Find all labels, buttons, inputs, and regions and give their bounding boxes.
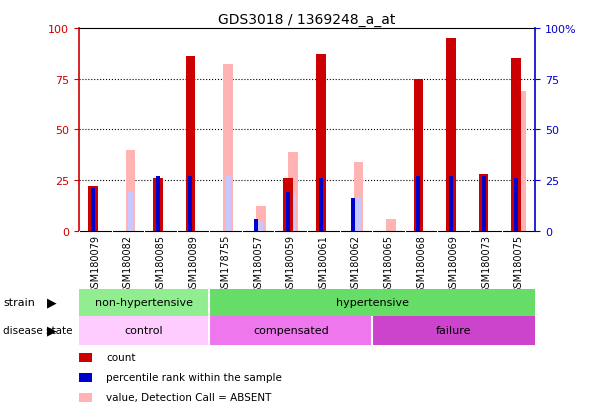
- Bar: [156, 177, 160, 231]
- Bar: [478, 175, 488, 231]
- Bar: [88, 187, 98, 231]
- Bar: [446, 39, 456, 231]
- Text: GSM180061: GSM180061: [319, 234, 328, 293]
- Text: rank, Detection Call = ABSENT: rank, Detection Call = ABSENT: [106, 412, 267, 413]
- Bar: [223, 65, 233, 231]
- Bar: [416, 177, 420, 231]
- Text: GSM178755: GSM178755: [221, 234, 230, 293]
- Bar: [316, 55, 326, 231]
- Bar: [291, 195, 296, 231]
- Bar: [153, 179, 163, 231]
- Bar: [256, 207, 266, 231]
- Text: GSM180062: GSM180062: [351, 234, 361, 293]
- Bar: [288, 152, 299, 231]
- Bar: [126, 150, 136, 231]
- Bar: [482, 177, 486, 231]
- Text: ▶: ▶: [47, 296, 57, 309]
- Text: percentile rank within the sample: percentile rank within the sample: [106, 372, 282, 382]
- Bar: [516, 92, 527, 231]
- Bar: [449, 177, 453, 231]
- Text: GSM180057: GSM180057: [253, 234, 263, 293]
- Bar: [128, 193, 133, 231]
- Text: ▶: ▶: [47, 324, 57, 337]
- Bar: [319, 179, 323, 231]
- Bar: [258, 221, 263, 231]
- Bar: [185, 57, 195, 231]
- Bar: [286, 193, 290, 231]
- Bar: [226, 177, 230, 231]
- Text: GSM180079: GSM180079: [91, 234, 100, 293]
- Bar: [372, 316, 535, 345]
- Text: disease state: disease state: [3, 325, 72, 335]
- Text: GSM180059: GSM180059: [286, 234, 295, 293]
- Bar: [283, 179, 293, 231]
- Bar: [514, 179, 518, 231]
- Text: GSM180073: GSM180073: [481, 234, 491, 293]
- Text: strain: strain: [3, 297, 35, 308]
- Text: GSM180085: GSM180085: [156, 234, 165, 293]
- Bar: [413, 79, 423, 231]
- Text: GSM180068: GSM180068: [416, 234, 426, 293]
- Bar: [511, 59, 521, 231]
- Bar: [254, 219, 258, 231]
- Bar: [79, 316, 209, 345]
- Text: non-hypertensive: non-hypertensive: [95, 297, 193, 308]
- Bar: [79, 289, 209, 316]
- Bar: [356, 199, 361, 231]
- Text: value, Detection Call = ABSENT: value, Detection Call = ABSENT: [106, 392, 272, 402]
- Bar: [91, 189, 95, 231]
- Text: count: count: [106, 352, 136, 362]
- Bar: [354, 162, 364, 231]
- Title: GDS3018 / 1369248_a_at: GDS3018 / 1369248_a_at: [218, 12, 396, 26]
- Bar: [209, 289, 535, 316]
- Bar: [351, 199, 355, 231]
- Bar: [386, 219, 396, 231]
- Bar: [209, 316, 372, 345]
- Text: failure: failure: [436, 325, 471, 335]
- Text: GSM180082: GSM180082: [123, 234, 133, 293]
- Text: compensated: compensated: [253, 325, 329, 335]
- Text: GSM180069: GSM180069: [449, 234, 458, 293]
- Text: GSM180075: GSM180075: [514, 234, 523, 293]
- Text: GSM180065: GSM180065: [384, 234, 393, 293]
- Bar: [188, 177, 192, 231]
- Text: control: control: [125, 325, 164, 335]
- Text: GSM180089: GSM180089: [188, 234, 198, 293]
- Text: hypertensive: hypertensive: [336, 297, 409, 308]
